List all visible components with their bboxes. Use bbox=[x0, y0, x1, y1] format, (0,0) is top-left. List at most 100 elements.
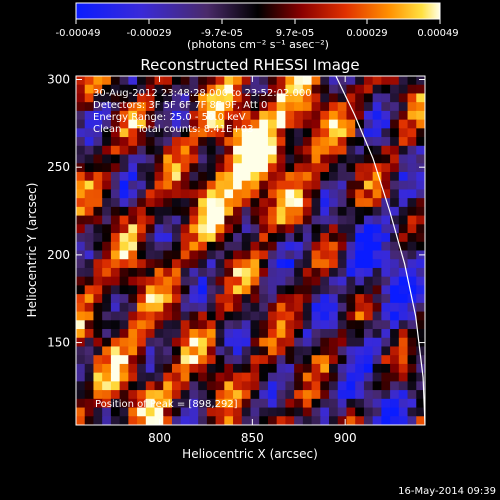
heatmap-cell bbox=[137, 355, 147, 365]
heatmap-cell bbox=[267, 76, 278, 86]
heatmap-cell bbox=[84, 224, 95, 234]
colorbar-tick-label: 9.7e-05 bbox=[276, 28, 314, 39]
heatmap-cell bbox=[215, 302, 225, 313]
heatmap-cell bbox=[259, 267, 269, 278]
heatmap-cell bbox=[93, 381, 103, 391]
heatmap-cell bbox=[224, 119, 234, 129]
annotation-time-range: 30-Aug-2012 23:48:28.000 to 23:52:02.000 bbox=[93, 88, 312, 99]
heatmap-cell bbox=[171, 154, 182, 164]
heatmap-cell bbox=[163, 171, 173, 182]
heatmap-cell bbox=[329, 224, 339, 234]
heatmap-cell bbox=[119, 311, 129, 321]
heatmap-cell bbox=[407, 355, 417, 365]
heatmap-cell bbox=[93, 407, 103, 417]
heatmap-cell bbox=[119, 180, 129, 191]
heatmap-cell bbox=[267, 198, 278, 208]
heatmap-cell bbox=[302, 206, 313, 217]
heatmap-cell bbox=[398, 407, 409, 417]
heatmap-cell bbox=[267, 84, 278, 95]
heatmap-cell bbox=[128, 189, 138, 199]
heatmap-cell bbox=[119, 320, 129, 330]
heatmap-cell bbox=[276, 329, 286, 339]
heatmap-cell bbox=[259, 102, 269, 112]
heatmap-cell bbox=[84, 119, 95, 129]
heatmap-cell bbox=[363, 250, 374, 260]
heatmap-cell bbox=[180, 119, 191, 129]
heatmap-cell bbox=[137, 76, 147, 86]
plot-frame bbox=[75, 75, 426, 426]
heatmap-cell bbox=[372, 372, 382, 382]
heatmap-cell bbox=[198, 145, 208, 156]
x-tick-label: 900 bbox=[334, 431, 357, 445]
heatmap-cell bbox=[329, 137, 339, 147]
heatmap-cell bbox=[329, 320, 339, 330]
heatmap-cell bbox=[372, 407, 382, 417]
heatmap-cell bbox=[337, 119, 348, 129]
heatmap-cell bbox=[154, 224, 164, 234]
heatmap-cell bbox=[250, 76, 260, 86]
heatmap-cell bbox=[302, 189, 313, 199]
heatmap-cell bbox=[416, 311, 425, 321]
heatmap-cell bbox=[128, 206, 138, 217]
heatmap-cell bbox=[372, 110, 382, 121]
heatmap-cell bbox=[407, 154, 417, 164]
heatmap-cell bbox=[407, 180, 417, 191]
colorbar-ticks: -0.00049 -0.00029 -9.7e-05 9.7e-05 0.00029 0.… bbox=[56, 19, 459, 39]
heatmap-cell bbox=[198, 128, 208, 138]
heatmap-cell bbox=[215, 398, 225, 409]
heatmap-cell bbox=[267, 137, 278, 147]
heatmap-cell bbox=[224, 128, 234, 138]
heatmap-cell bbox=[276, 189, 286, 199]
heatmap-cell bbox=[346, 233, 356, 243]
heatmap-cell bbox=[189, 198, 199, 208]
heatmap-cell bbox=[398, 93, 409, 103]
heatmap-cell bbox=[84, 294, 95, 304]
heatmap-cell bbox=[163, 320, 173, 330]
footer-date: 16-May-2014 09:39 bbox=[398, 486, 496, 497]
heatmap-cell bbox=[119, 84, 129, 95]
heatmap-cell bbox=[198, 320, 208, 330]
heatmap-cell bbox=[171, 294, 182, 304]
heatmap-cell bbox=[259, 154, 269, 164]
heatmap-cell bbox=[259, 110, 269, 121]
heatmap-cell bbox=[346, 294, 356, 304]
heatmap-cell bbox=[93, 311, 103, 321]
heatmap-cell bbox=[302, 285, 313, 295]
heatmap-cell bbox=[337, 320, 348, 330]
heatmap-cell bbox=[171, 215, 182, 225]
heatmap-cell bbox=[320, 320, 330, 330]
heatmap-cell bbox=[110, 233, 121, 243]
heatmap-cell bbox=[128, 137, 138, 147]
heatmap-cell bbox=[76, 329, 86, 339]
heatmap-cell bbox=[320, 407, 330, 417]
heatmap-cell bbox=[355, 84, 365, 95]
heatmap-cell bbox=[267, 363, 278, 374]
heatmap-cell bbox=[241, 294, 252, 304]
heatmap-cell bbox=[259, 294, 269, 304]
heatmap-cell bbox=[233, 171, 243, 182]
heatmap-cell bbox=[302, 346, 313, 356]
heatmap-cell bbox=[206, 372, 217, 382]
heatmap-cell bbox=[163, 180, 173, 191]
heatmap-cell bbox=[320, 302, 330, 313]
heatmap-cell bbox=[337, 110, 348, 121]
heatmap-cell bbox=[337, 137, 348, 147]
heatmap-cell bbox=[102, 311, 112, 321]
heatmap-cell bbox=[390, 76, 400, 86]
heatmap-cell bbox=[329, 276, 339, 286]
heatmap-cell bbox=[250, 311, 260, 321]
heatmap-cell bbox=[198, 346, 208, 356]
heatmap-cell bbox=[416, 163, 425, 173]
heatmap-cell bbox=[285, 398, 295, 409]
heatmap-cell bbox=[250, 128, 260, 138]
heatmap-cell bbox=[355, 154, 365, 164]
heatmap-cell bbox=[84, 206, 95, 217]
heatmap-cell bbox=[154, 154, 164, 164]
heatmap-cell bbox=[233, 76, 243, 86]
heatmap-cell bbox=[363, 363, 374, 374]
heatmap-cell bbox=[215, 363, 225, 374]
heatmap-cell bbox=[372, 84, 382, 95]
heatmap-cell bbox=[241, 416, 252, 425]
heatmap-cell bbox=[302, 302, 313, 313]
heatmap-cell bbox=[84, 416, 95, 425]
